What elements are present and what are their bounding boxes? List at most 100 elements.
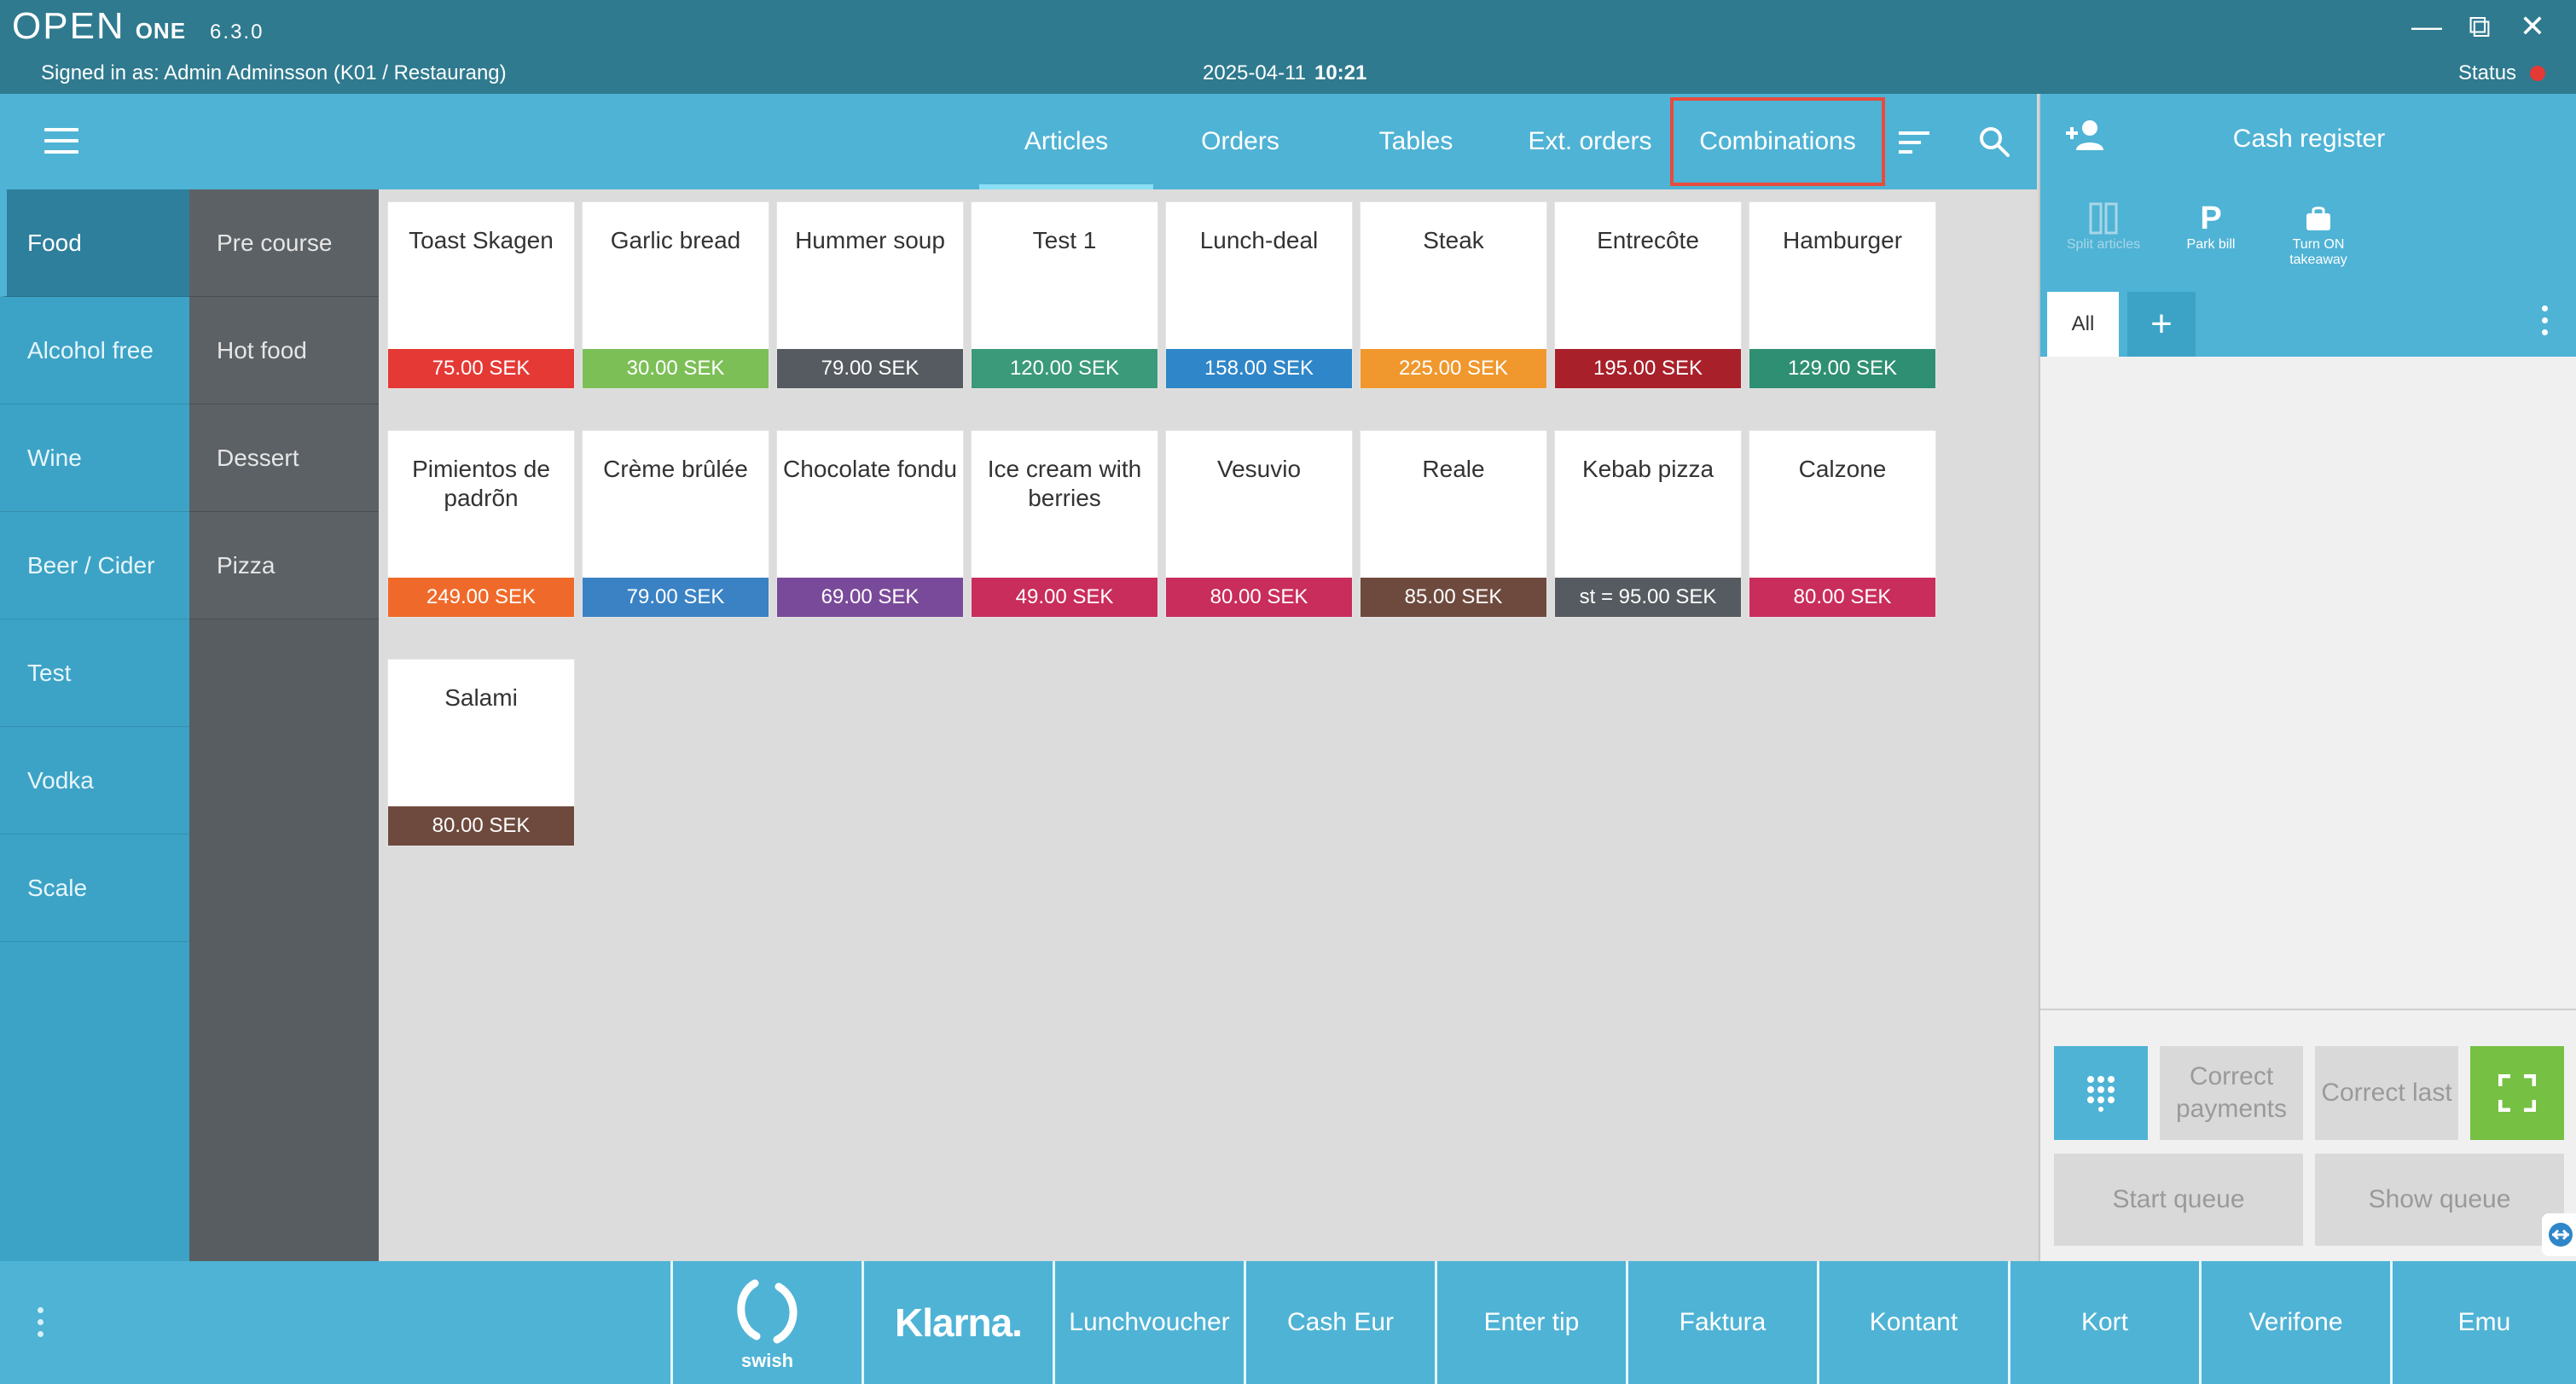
tab-all[interactable]: All <box>2047 292 2119 357</box>
payment-faktura-button[interactable]: Faktura <box>1626 1261 1817 1384</box>
keypad-button[interactable] <box>2054 1046 2148 1140</box>
article-tile[interactable]: Toast Skagen 75.00 SEK <box>387 201 575 389</box>
article-name: Reale <box>1422 456 1485 482</box>
payment-verifone-button[interactable]: Verifone <box>2199 1261 2390 1384</box>
park-bill-label: Park bill <box>2186 237 2236 252</box>
article-name: Salami <box>444 684 518 711</box>
article-name: Pimientos de padrõn <box>412 456 550 511</box>
article-name: Calzone <box>1798 456 1887 482</box>
article-price: st = 95.00 SEK <box>1555 578 1741 617</box>
article-tile[interactable]: Kebab pizza st = 95.00 SEK <box>1554 430 1742 618</box>
tab-ext-orders[interactable]: Ext. orders <box>1528 127 1652 155</box>
status-label: Status <box>2458 61 2517 84</box>
sort-icon[interactable] <box>1899 131 1929 160</box>
register-header: Cash register Split articles P Park bill… <box>2040 94 2576 357</box>
article-tile[interactable]: Chocolate fondu 69.00 SEK <box>776 430 964 618</box>
article-tile[interactable]: Hummer soup 79.00 SEK <box>776 201 964 389</box>
title-bar: OPEN ONE 6.3.0 Signed in as: Admin Admin… <box>0 0 2576 94</box>
search-icon[interactable] <box>1977 125 2011 159</box>
subcategory-pre-course[interactable]: Pre course <box>189 189 379 297</box>
takeaway-button[interactable]: Turn ON takeaway <box>2276 200 2361 268</box>
article-tile[interactable]: Garlic bread 30.00 SEK <box>582 201 769 389</box>
category-vodka[interactable]: Vodka <box>0 727 189 834</box>
more-options-icon[interactable] <box>2542 305 2552 341</box>
minimize-icon[interactable]: — <box>2411 9 2442 44</box>
status-indicator[interactable]: Status <box>2458 61 2546 85</box>
article-tile[interactable]: Ice cream with berries 49.00 SEK <box>971 430 1158 618</box>
category-scale[interactable]: Scale <box>0 834 189 942</box>
article-tile[interactable]: Entrecôte 195.00 SEK <box>1554 201 1742 389</box>
article-name: Chocolate fondu <box>783 456 957 482</box>
menu-icon[interactable] <box>44 128 78 154</box>
park-bill-button[interactable]: P Park bill <box>2168 200 2254 253</box>
payment-enter-tip-button[interactable]: Enter tip <box>1435 1261 1626 1384</box>
article-price: 49.00 SEK <box>972 578 1157 617</box>
category-wine[interactable]: Wine <box>0 404 189 512</box>
tab-tables[interactable]: Tables <box>1378 127 1453 155</box>
payment-bar: swish Klarna. Lunchvoucher Cash Eur Enter ti… <box>0 1261 2576 1384</box>
article-tile[interactable]: Test 1 120.00 SEK <box>971 201 1158 389</box>
article-price: 129.00 SEK <box>1749 349 1935 388</box>
article-tile[interactable]: Steak 225.00 SEK <box>1360 201 1547 389</box>
correct-payments-button[interactable]: Correct payments <box>2160 1046 2303 1140</box>
tab-orders[interactable]: Orders <box>1201 127 1279 155</box>
article-name: Steak <box>1423 227 1484 253</box>
payment-cash-eur-button[interactable]: Cash Eur <box>1244 1261 1435 1384</box>
payment-emu-button[interactable]: Emu <box>2390 1261 2576 1384</box>
date-time: 2025-04-11 10:21 <box>1203 61 1366 85</box>
add-tab-button[interactable]: + <box>2127 292 2196 357</box>
payment-kort-button[interactable]: Kort <box>2008 1261 2199 1384</box>
start-queue-button[interactable]: Start queue <box>2054 1154 2303 1246</box>
article-name: Crème brûlée <box>603 456 748 482</box>
takeaway-bag-icon <box>2276 200 2361 237</box>
article-price: 69.00 SEK <box>777 578 963 617</box>
payment-label: Verifone <box>2248 1308 2343 1336</box>
article-tile[interactable]: Lunch-deal 158.00 SEK <box>1165 201 1353 389</box>
close-icon[interactable]: ✕ <box>2519 9 2546 44</box>
article-price: 195.00 SEK <box>1555 349 1741 388</box>
article-tile[interactable]: Hamburger 129.00 SEK <box>1749 201 1936 389</box>
logo-text: OPEN <box>12 5 125 47</box>
correct-last-button[interactable]: Correct last <box>2315 1046 2458 1140</box>
park-icon: P <box>2200 200 2222 236</box>
add-customer-icon[interactable] <box>2064 118 2107 152</box>
article-name: Hummer soup <box>795 227 945 253</box>
remote-support-icon[interactable] <box>2542 1213 2576 1256</box>
article-tile[interactable]: Vesuvio 80.00 SEK <box>1165 430 1353 618</box>
article-price: 80.00 SEK <box>1749 578 1935 617</box>
article-tile[interactable]: Pimientos de padrõn 249.00 SEK <box>387 430 575 618</box>
fullscreen-button[interactable] <box>2470 1046 2564 1140</box>
category-alcohol-free[interactable]: Alcohol free <box>0 297 189 404</box>
tab-articles[interactable]: Articles <box>979 94 1153 189</box>
category-test[interactable]: Test <box>0 619 189 727</box>
article-price: 30.00 SEK <box>583 349 769 388</box>
payment-more-icon[interactable] <box>38 1307 46 1343</box>
article-tile[interactable]: Crème brûlée 79.00 SEK <box>582 430 769 618</box>
subcategory-dessert[interactable]: Dessert <box>189 404 379 512</box>
article-tile[interactable]: Salami 80.00 SEK <box>387 659 575 846</box>
article-price: 75.00 SEK <box>388 349 574 388</box>
payment-kontant-button[interactable]: Kontant <box>1817 1261 2008 1384</box>
restore-icon[interactable]: ⧉ <box>2469 9 2491 44</box>
article-name: Lunch-deal <box>1199 227 1319 253</box>
subcategory-pizza[interactable]: Pizza <box>189 512 379 619</box>
payment-swish-button[interactable]: swish <box>670 1261 862 1384</box>
payment-label: Kontant <box>1869 1308 1958 1336</box>
show-queue-button[interactable]: Show queue <box>2315 1154 2564 1246</box>
article-name: Ice cream with berries <box>987 456 1142 511</box>
payment-label: Cash Eur <box>1286 1308 1395 1336</box>
article-price: 79.00 SEK <box>583 578 769 617</box>
tab-combinations[interactable]: Combinations <box>1670 97 1885 186</box>
payment-klarna-button[interactable]: Klarna. <box>862 1261 1053 1384</box>
article-tile[interactable]: Calzone 80.00 SEK <box>1749 430 1936 618</box>
article-tile[interactable]: Reale 85.00 SEK <box>1360 430 1547 618</box>
subcategory-list: Pre course Hot food Dessert Pizza <box>189 189 379 1261</box>
category-beer-cider[interactable]: Beer / Cider <box>0 512 189 619</box>
payment-lunchvoucher-button[interactable]: Lunchvoucher <box>1053 1261 1244 1384</box>
subcategory-hot-food[interactable]: Hot food <box>189 297 379 404</box>
article-name: Vesuvio <box>1216 456 1302 482</box>
split-articles-button[interactable]: Split articles <box>2061 200 2146 253</box>
panel-divider <box>2040 1009 2576 1010</box>
category-food[interactable]: Food <box>0 189 189 297</box>
article-price: 120.00 SEK <box>972 349 1157 388</box>
